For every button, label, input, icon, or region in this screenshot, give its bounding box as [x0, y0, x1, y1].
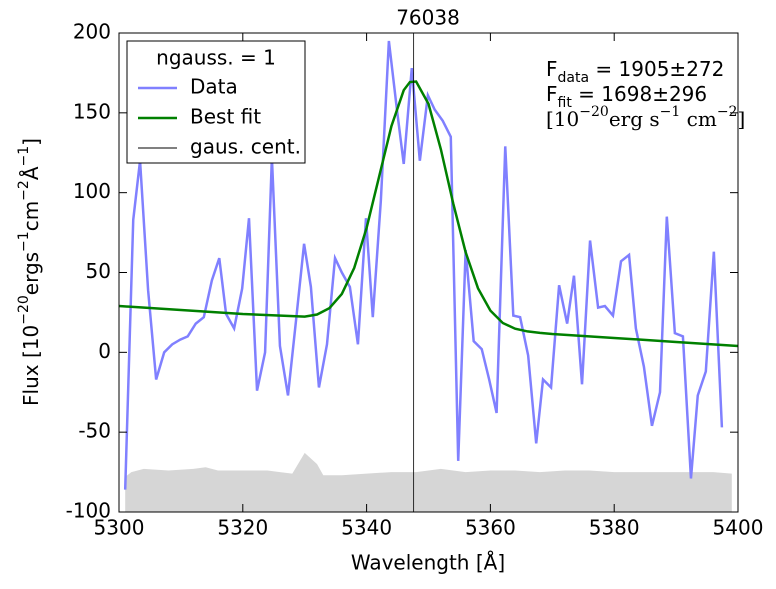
x-tick-label: 5300	[94, 516, 145, 540]
annotation-part: data	[558, 70, 590, 86]
y-axis-label-part: −1	[16, 146, 32, 167]
annotation-part: −1	[660, 104, 681, 120]
annotation-part: −20	[579, 104, 609, 120]
annotation-part: erg s	[609, 107, 660, 131]
x-tick-label: 5320	[217, 516, 268, 540]
legend-label: Data	[190, 75, 238, 99]
error-area	[125, 452, 732, 512]
annotation-part: fit	[558, 95, 573, 111]
y-tick-label: 200	[73, 20, 111, 44]
legend-title: ngauss. = 1	[156, 46, 276, 70]
legend-label: gaus. cent.	[190, 135, 301, 159]
annotation-part: F	[546, 57, 558, 81]
x-axis-label: Wavelength [Å]	[351, 551, 505, 575]
annotation-part: = 1905±272	[589, 57, 724, 81]
annotation-part: = 1698±296	[572, 82, 707, 106]
annotation: Fdata = 1905±272	[546, 57, 724, 87]
y-tick-label: -50	[78, 419, 111, 443]
x-tick-label: 5400	[713, 516, 764, 540]
y-axis-label-part: Flux [10	[19, 325, 43, 406]
annotation-part: cm	[680, 107, 717, 131]
annotation: [10−20erg s−1 cm−2]	[546, 104, 745, 131]
y-axis-label-part: −20	[16, 295, 32, 325]
series-line	[118, 80, 739, 348]
annotation: Ffit = 1698±296	[546, 82, 707, 112]
legend-label: Best fit	[190, 105, 261, 129]
x-tick-label: 5360	[465, 516, 516, 540]
y-tick-label: 50	[86, 259, 111, 283]
y-axis-label-part: ergs	[19, 252, 43, 295]
annotation-part: [10	[546, 107, 579, 131]
y-axis-label: Flux [10−20ergs−1cm−2Å−1]	[16, 138, 43, 406]
y-tick-label: -100	[66, 499, 111, 523]
chart-title: 76038	[396, 6, 460, 30]
annotation-part: −2	[717, 104, 738, 120]
y-axis-label-part: −2	[16, 180, 32, 201]
y-tick-label: 0	[98, 339, 111, 363]
x-tick-label: 5380	[589, 516, 640, 540]
x-tick-label: 5340	[341, 516, 392, 540]
y-tick-label: 100	[73, 179, 111, 203]
y-axis-label-part: Å	[19, 166, 43, 180]
series-line	[123, 40, 724, 490]
y-axis-label-part: cm	[19, 201, 43, 231]
legend-box	[126, 40, 306, 164]
y-axis-label-part: ]	[19, 138, 43, 146]
y-tick-label: 150	[73, 99, 111, 123]
y-axis-label-part: −1	[16, 231, 32, 252]
annotation-part: ]	[737, 107, 745, 131]
annotation-part: F	[546, 82, 558, 106]
